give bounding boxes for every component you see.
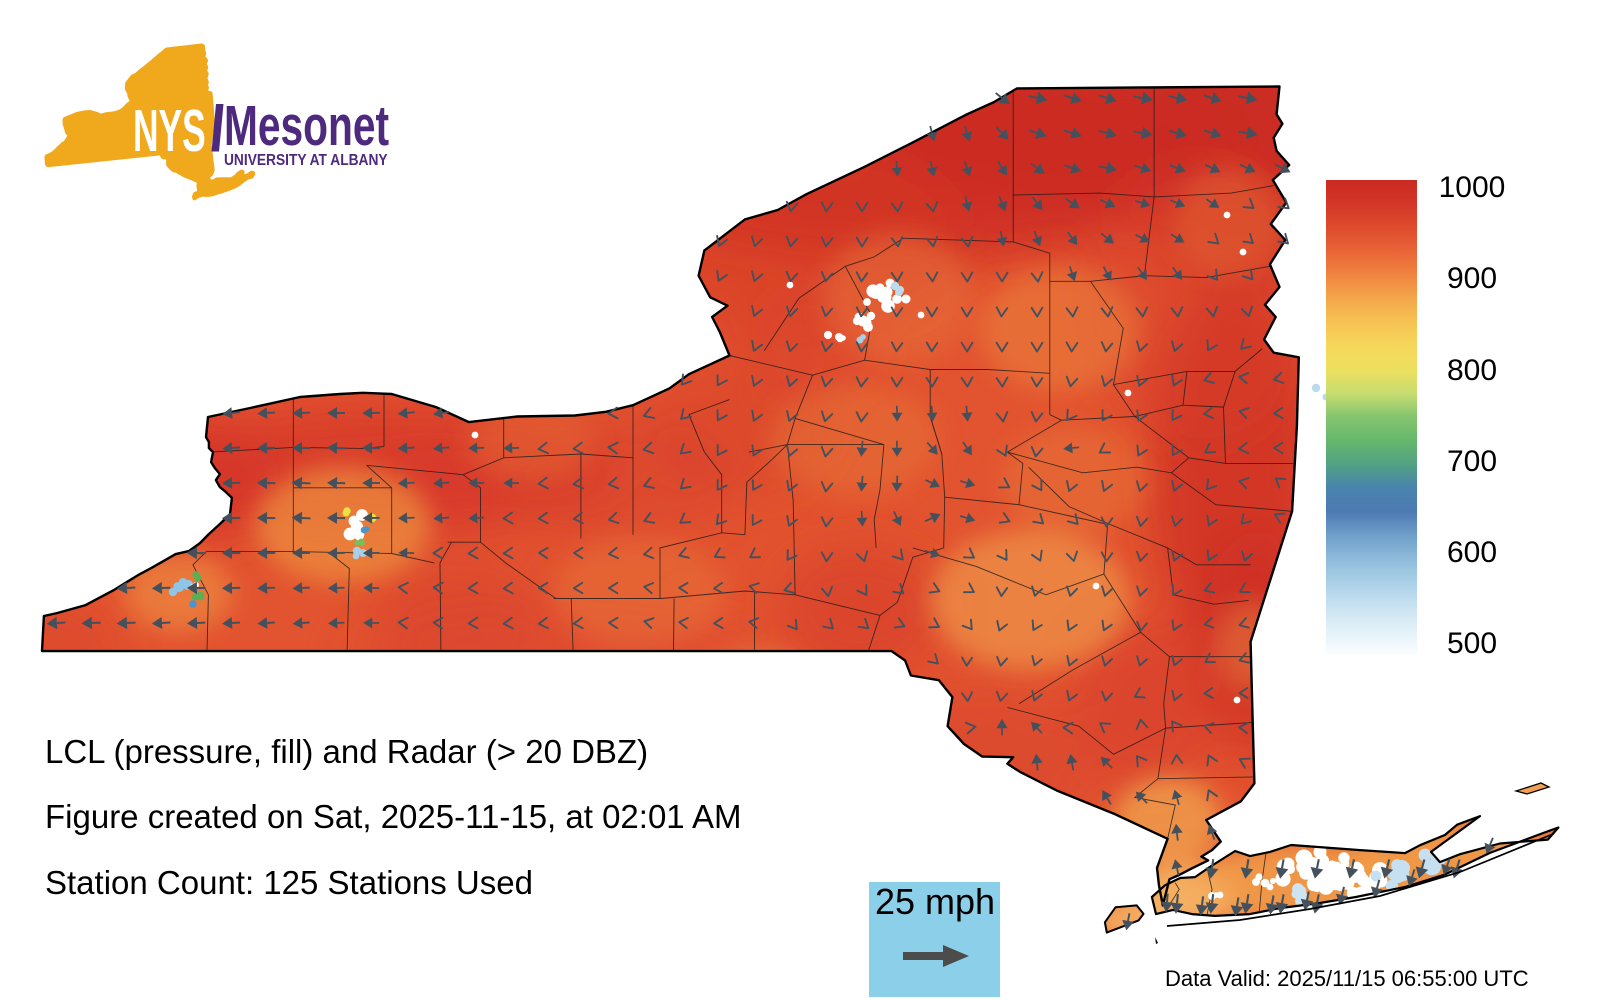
svg-text:NYS: NYS [133, 99, 206, 164]
